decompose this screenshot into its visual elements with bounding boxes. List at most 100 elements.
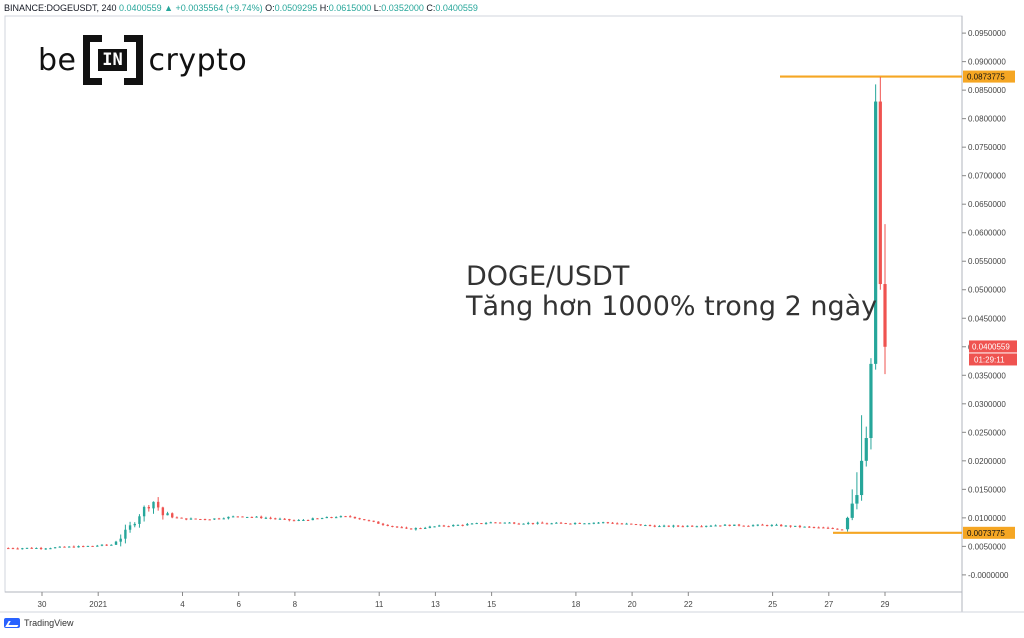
candle bbox=[686, 525, 689, 528]
candle bbox=[559, 521, 563, 524]
last-price-label: 0.0400559 bbox=[972, 342, 1010, 351]
candle bbox=[86, 545, 90, 547]
candle bbox=[658, 525, 661, 528]
candle bbox=[775, 523, 778, 526]
candle bbox=[180, 517, 183, 519]
candle bbox=[878, 77, 882, 290]
candle bbox=[789, 525, 792, 528]
candle bbox=[278, 517, 282, 520]
candle bbox=[77, 545, 80, 548]
candle bbox=[133, 522, 136, 528]
candle bbox=[161, 506, 165, 520]
candle bbox=[747, 525, 750, 527]
candle bbox=[812, 526, 816, 529]
candle bbox=[11, 547, 15, 550]
candle bbox=[859, 415, 864, 501]
low-label: L: bbox=[373, 3, 382, 13]
tradingview-footer[interactable]: TradingView bbox=[4, 618, 74, 628]
candle bbox=[531, 522, 535, 525]
candle bbox=[831, 527, 834, 530]
candle bbox=[53, 546, 57, 549]
candle bbox=[606, 521, 610, 524]
candle bbox=[850, 489, 854, 521]
logo-text-right: crypto bbox=[148, 42, 248, 78]
beincrypto-logo: be IN crypto bbox=[38, 33, 247, 87]
y-tick-label: 0.0300000 bbox=[968, 400, 1006, 409]
candle bbox=[189, 517, 193, 520]
candle bbox=[30, 547, 33, 549]
candle bbox=[325, 516, 329, 519]
candle bbox=[175, 516, 179, 519]
x-tick-label: 8 bbox=[293, 600, 298, 609]
close-value: 0.0400559 bbox=[435, 3, 478, 13]
candle bbox=[353, 516, 357, 519]
y-tick-label: 0.0050000 bbox=[968, 542, 1006, 551]
candle bbox=[185, 518, 188, 521]
candle bbox=[16, 547, 19, 550]
candle bbox=[522, 523, 525, 525]
candle bbox=[592, 522, 596, 525]
candle bbox=[227, 516, 230, 520]
candle bbox=[714, 524, 717, 527]
candle bbox=[124, 524, 127, 544]
candle bbox=[719, 525, 722, 527]
candle bbox=[573, 522, 577, 525]
candle bbox=[517, 522, 521, 525]
high-label: H: bbox=[319, 3, 329, 13]
candle bbox=[578, 522, 581, 524]
candle bbox=[339, 515, 343, 518]
candle bbox=[555, 522, 558, 524]
candle bbox=[72, 545, 76, 548]
candle bbox=[128, 521, 132, 533]
x-tick-label: 6 bbox=[236, 600, 241, 609]
candle bbox=[611, 522, 614, 524]
x-tick-label: 13 bbox=[431, 600, 440, 609]
y-tick-label: 0.0350000 bbox=[968, 371, 1006, 380]
candle bbox=[423, 526, 427, 529]
candle bbox=[639, 524, 642, 526]
candle bbox=[742, 525, 745, 527]
candle bbox=[82, 545, 85, 548]
candle bbox=[44, 547, 47, 550]
candle bbox=[363, 519, 366, 521]
candle bbox=[49, 547, 52, 550]
candle bbox=[883, 224, 887, 375]
candle bbox=[35, 547, 38, 550]
candle bbox=[288, 518, 291, 522]
candle bbox=[428, 525, 432, 529]
candle bbox=[545, 522, 549, 525]
candle bbox=[442, 524, 446, 527]
candle bbox=[695, 525, 699, 528]
candle bbox=[475, 522, 478, 525]
candle bbox=[236, 516, 240, 518]
y-tick-label: 0.0900000 bbox=[968, 58, 1006, 67]
candle bbox=[222, 517, 225, 520]
candle bbox=[817, 526, 820, 529]
candle bbox=[119, 534, 122, 547]
candle bbox=[241, 516, 244, 518]
candle bbox=[494, 522, 497, 524]
candle bbox=[855, 472, 859, 510]
candle bbox=[756, 524, 759, 527]
candle bbox=[349, 515, 352, 518]
candle bbox=[419, 527, 422, 530]
x-tick-label: 27 bbox=[824, 600, 833, 609]
open-label: O: bbox=[265, 3, 275, 13]
logo-text-left: be bbox=[38, 42, 77, 78]
candle bbox=[171, 512, 174, 519]
candle bbox=[292, 519, 296, 522]
candle bbox=[250, 516, 254, 518]
y-tick-label: 0.0800000 bbox=[968, 115, 1006, 124]
chart-header: BINANCE:DOGEUSDT, 240 0.0400559 ▲ +0.003… bbox=[4, 2, 478, 14]
candle bbox=[264, 516, 268, 519]
chart-annotation: DOGE/USDT Tăng hơn 1000% trong 2 ngày bbox=[466, 262, 877, 322]
countdown-label: 01:29:11 bbox=[974, 355, 1005, 364]
y-tick-label: 0.0950000 bbox=[968, 29, 1006, 38]
candle bbox=[58, 546, 62, 548]
candle bbox=[25, 547, 29, 549]
low-value: 0.0352000 bbox=[381, 3, 424, 13]
candle bbox=[414, 527, 418, 531]
candle bbox=[152, 501, 155, 514]
candle bbox=[822, 526, 825, 529]
